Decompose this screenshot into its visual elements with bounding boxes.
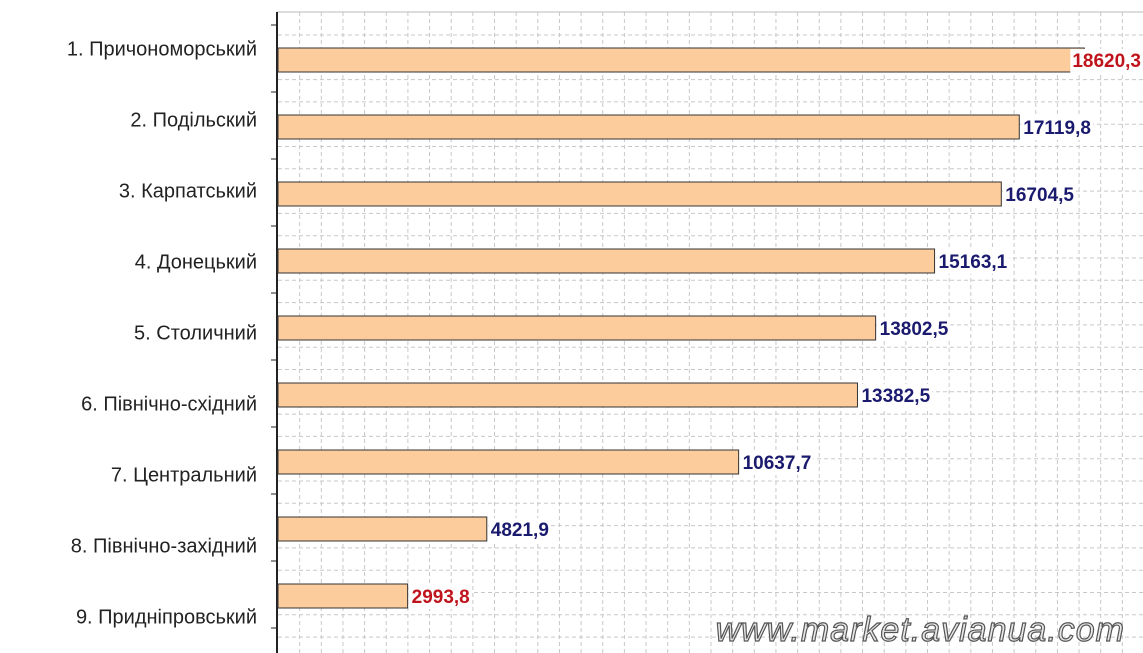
value-label: 2993,8: [412, 587, 470, 608]
value-label: 16704,5: [1005, 185, 1074, 206]
bar: [277, 181, 1002, 207]
category-label: 2. Подільский: [130, 109, 257, 131]
bar: [277, 114, 1020, 140]
value-label: 17119,8: [1023, 118, 1091, 139]
category-label: 8. Північно-західний: [71, 535, 257, 557]
category-label: 5. Столичний: [134, 322, 257, 344]
value-label-bg: [488, 518, 551, 542]
value-label: 15163,1: [939, 252, 1008, 273]
bar: [277, 315, 877, 341]
bar: [277, 583, 409, 609]
category-label: 1. Причономорський: [67, 38, 257, 60]
value-label-bg: [1003, 183, 1076, 207]
value-label: 4821,9: [491, 520, 549, 541]
value-label: 18620,3: [1072, 51, 1141, 72]
category-label: 6. Північно-східний: [81, 393, 257, 415]
bar: [277, 248, 936, 274]
bar: [277, 516, 488, 542]
bar: [277, 449, 740, 475]
value-label-bg: [740, 451, 814, 475]
value-label-bg: [877, 317, 951, 341]
category-label: 4. Донецький: [135, 251, 257, 273]
category-label: 7. Центральний: [111, 464, 257, 486]
category-label: 3. Карпатський: [119, 180, 257, 202]
value-label-bg: [409, 585, 472, 609]
value-label-bg: [859, 384, 933, 408]
value-label: 13382,5: [861, 386, 930, 407]
value-label-bg: [1070, 49, 1143, 73]
watermark: www.market.avianua.com: [716, 611, 1125, 649]
category-label: 9. Придніпровський: [76, 606, 257, 628]
value-label-bg: [936, 250, 1010, 274]
value-label: 10637,7: [743, 453, 812, 474]
bar: [277, 47, 1085, 73]
bar: [277, 382, 858, 408]
value-label-bg: [1021, 116, 1093, 140]
value-label: 13802,5: [880, 319, 949, 340]
